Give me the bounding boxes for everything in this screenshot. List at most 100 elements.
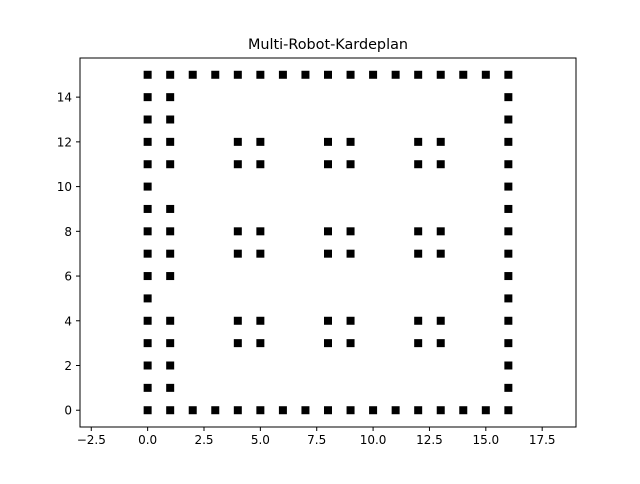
x-tick-label: 17.5 (529, 433, 556, 447)
x-tick-label: 7.5 (307, 433, 326, 447)
data-point-marker (436, 249, 445, 258)
data-point-marker (233, 316, 242, 325)
data-point-marker (256, 249, 265, 258)
data-point-marker (436, 70, 445, 79)
data-point-marker (436, 160, 445, 169)
data-point-marker (324, 249, 332, 258)
data-point-marker (188, 70, 197, 79)
data-point-marker (256, 137, 265, 146)
data-point-marker (166, 204, 175, 213)
data-point-marker (414, 339, 423, 348)
data-point-marker (143, 93, 152, 102)
data-point-marker (256, 160, 265, 169)
data-point-marker (504, 316, 513, 325)
data-point-marker (256, 316, 265, 325)
x-tick-label: 10.0 (360, 433, 387, 447)
y-tick-label: 6 (64, 270, 72, 284)
x-tick-label: −2.5 (77, 433, 106, 447)
data-point-marker (143, 406, 152, 415)
data-point-marker (143, 249, 152, 258)
data-point-marker (324, 339, 332, 348)
data-point-marker (504, 406, 513, 415)
data-point-marker (504, 137, 513, 146)
data-point-marker (256, 406, 265, 415)
data-point-marker (166, 160, 175, 169)
data-point-marker (436, 137, 445, 146)
data-point-marker (143, 182, 152, 191)
chart-title: Multi-Robot-Kardeplan (248, 37, 408, 53)
data-point-marker (324, 160, 332, 169)
data-point-marker (504, 160, 513, 169)
data-point-marker (278, 70, 287, 79)
data-point-marker (481, 406, 490, 415)
data-point-marker (166, 406, 175, 415)
data-point-marker (143, 316, 152, 325)
data-point-marker (414, 249, 423, 258)
data-point-marker (504, 227, 513, 236)
data-point-marker (504, 70, 513, 79)
data-point-marker (188, 406, 197, 415)
data-point-marker (436, 406, 445, 415)
data-point-marker (324, 70, 332, 79)
data-point-marker (346, 406, 355, 415)
axes-frame (79, 57, 577, 428)
data-point-marker (504, 204, 513, 213)
data-point-marker (166, 361, 175, 370)
data-point-marker (391, 406, 400, 415)
data-point-marker (459, 406, 468, 415)
data-point-marker (504, 294, 513, 303)
data-point-marker (324, 137, 332, 146)
x-tick-label: 0.0 (138, 433, 157, 447)
y-tick-label: 0 (64, 404, 72, 418)
y-tick-label: 12 (57, 135, 72, 149)
data-point-marker (346, 339, 355, 348)
data-point-marker (233, 227, 242, 236)
data-point-marker (166, 93, 175, 102)
data-point-marker (301, 406, 310, 415)
data-point-marker (391, 70, 400, 79)
data-point-marker (143, 339, 152, 348)
data-point-marker (143, 115, 152, 124)
data-point-marker (369, 70, 378, 79)
data-point-marker (346, 137, 355, 146)
data-point-marker (504, 383, 513, 392)
data-point-marker (166, 70, 175, 79)
y-tick-label: 10 (57, 180, 72, 194)
data-point-marker (481, 70, 490, 79)
data-point-marker (233, 160, 242, 169)
data-point-marker (143, 204, 152, 213)
data-point-marker (436, 227, 445, 236)
plot-area: −2.5 0.0 2.5 5.0 7.5 10.0 12.5 15.0 17.5 0 2 4 6 8 10 1… (57, 57, 577, 447)
x-tick-label: 12.5 (416, 433, 443, 447)
data-point-marker (166, 339, 175, 348)
x-tick-label: 5.0 (251, 433, 270, 447)
data-point-marker (143, 361, 152, 370)
data-point-marker (301, 70, 310, 79)
y-tick-label: 14 (57, 91, 72, 105)
data-point-marker (166, 316, 175, 325)
data-point-marker (233, 70, 242, 79)
data-point-marker (256, 70, 265, 79)
data-point-marker (324, 316, 332, 325)
x-tick-label: 2.5 (194, 433, 213, 447)
data-point-marker (256, 339, 265, 348)
data-point-marker (143, 383, 152, 392)
data-point-marker (346, 316, 355, 325)
data-point-marker (233, 137, 242, 146)
data-point-marker (143, 160, 152, 169)
x-tick-label: 15.0 (472, 433, 499, 447)
data-point-marker (143, 294, 152, 303)
data-point-marker (166, 227, 175, 236)
data-point-marker (504, 182, 513, 191)
data-point-marker (504, 272, 513, 281)
data-point-marker (324, 406, 332, 415)
data-point-marker (346, 249, 355, 258)
data-point-marker (414, 160, 423, 169)
data-point-marker (166, 137, 175, 146)
data-point-marker (256, 227, 265, 236)
y-tick-label: 8 (64, 225, 72, 239)
data-point-marker (504, 115, 513, 124)
data-point-marker (346, 70, 355, 79)
